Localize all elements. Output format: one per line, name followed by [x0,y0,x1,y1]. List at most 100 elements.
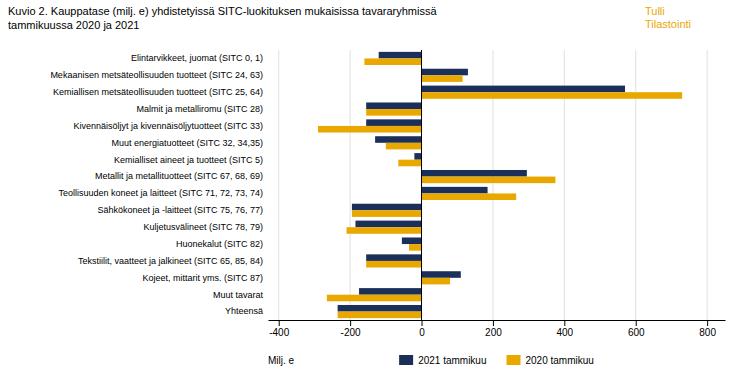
bar [366,261,421,268]
chart: Kuvio 2. Kauppatase (milj. e) yhdistetyi… [0,0,737,378]
legend-swatch [507,355,521,365]
bar [422,271,461,278]
y-tick: Tekstiilit, vaatteet ja jalkineet (SITC … [78,256,263,266]
y-tick-label: Muut energiatuotteet (SITC 32, 34,35) [111,138,263,148]
bar [398,160,421,167]
grid-line [707,50,708,320]
x-tick-label: 0 [419,327,425,338]
legend-swatch [399,355,413,365]
bar [422,69,468,76]
bar [379,52,422,59]
legend-item: 2021 tammikuu [399,355,486,366]
grid-line [635,50,636,320]
bar [422,170,527,177]
y-tick: Sähkökoneet ja -laitteet (SITC 75, 76, 7… [97,205,263,215]
y-tick: Elintarvikkeet, juomat (SITC 0, 1) [131,53,263,63]
y-tick-label: Metallit ja metallituotteet (SITC 67, 68… [95,171,263,181]
y-tick: Kemiallisen metsäteollisuuden tuotteet (… [53,87,263,97]
bar [359,288,421,295]
y-tick-label: Malmit ja metalliromu (SITC 28) [136,104,263,114]
bar [352,204,422,211]
y-tick-label: Teollisuuden koneet ja laitteet (SITC 71… [58,188,263,198]
y-tick: Metallit ja metallituotteet (SITC 67, 68… [95,171,263,181]
plot: -400 -200 0 200 400 600 800 Elintarvikkeet, juo… [50,50,725,338]
bar [422,92,683,99]
bar [318,126,422,133]
bar [414,153,421,160]
x-tick-mark [493,320,494,326]
x-tick-label: -200 [341,327,361,338]
x-axis-line [269,320,726,321]
x-tick-mark [350,320,351,326]
x-tick: 800 [699,320,716,338]
legend-label: 2021 tammikuu [418,355,486,366]
x-tick-mark [279,320,280,326]
bar [366,119,421,126]
x-tick-label: 400 [556,327,573,338]
x-tick-label: 800 [699,327,716,338]
y-tick-label: Tekstiilit, vaatteet ja jalkineet (SITC … [78,256,263,266]
x-tick: -400 [269,320,289,338]
bar [355,221,421,228]
y-tick-label: Kojeet, mittarit yms. (SITC 87) [142,273,263,283]
series [318,58,682,318]
bar [422,187,488,194]
y-tick: Muut energiatuotteet (SITC 32, 34,35) [111,138,263,148]
x-tick: 400 [556,320,573,338]
bar [422,193,517,200]
x-tick: -200 [341,320,361,338]
grid-line [350,50,351,320]
subtitle: tammikuussa 2020 ja 2021 [8,19,139,31]
series [338,52,625,312]
x-tick-label: 600 [628,327,645,338]
y-tick: Mekaanisen metsäteollisuuden tuotteet (S… [50,70,263,80]
bar [327,295,422,302]
y-tick-label: Yhteensä [225,306,263,316]
x-tick-mark [707,320,708,326]
bar [366,102,421,109]
grid-line [278,50,279,320]
y-tick-label: Sähkökoneet ja -laitteet (SITC 75, 76, 7… [97,205,263,215]
bar [409,244,421,251]
y-tick-label: Muut tavarat [213,290,264,300]
y-tick-label: Kuljetusvälineet (SITC 78, 79) [143,222,263,232]
y-tick: Kemialliset aineet ja tuotteet (SITC 5) [114,155,263,165]
y-tick-label: Kivennäisöljyt ja kivennäisöljytuotteet … [73,121,263,131]
x-tick: 600 [628,320,645,338]
y-tick-label: Mekaanisen metsäteollisuuden tuotteet (S… [50,70,263,80]
x-tick-label: -400 [269,327,289,338]
bar [364,58,421,65]
y-tick: Muut tavarat [213,290,264,300]
y-tick: Teollisuuden koneet ja laitteet (SITC 71… [58,188,263,198]
bar [338,312,422,319]
legend: 2021 tammikuu 2020 tammikuu [399,355,594,366]
x-tick-mark [422,320,423,326]
annotation: Tulli [645,5,665,17]
x-tick-mark [564,320,565,326]
bar [366,109,421,116]
x-tick-mark [636,320,637,326]
bar [402,237,422,244]
bar [347,227,422,234]
bar [375,136,421,143]
y-tick-label: Elintarvikkeet, juomat (SITC 0, 1) [131,53,263,63]
annotation: Tilastointi [645,18,691,30]
y-tick-label: Huonekalut (SITC 82) [176,239,263,249]
y-tick: Malmit ja metalliromu (SITC 28) [136,104,263,114]
bar [352,210,422,217]
y-tick: Kuljetusvälineet (SITC 78, 79) [143,222,263,232]
zero-line [421,50,422,320]
x-tick: 200 [485,320,502,338]
x-tick: 0 [419,320,425,338]
legend-item: 2020 tammikuu [507,355,594,366]
legend-label: 2020 tammikuu [526,355,594,366]
bar [422,86,626,93]
y-tick: Kojeet, mittarit yms. (SITC 87) [142,273,263,283]
x-tick-label: 200 [485,327,502,338]
y-tick-label: Kemialliset aineet ja tuotteet (SITC 5) [114,155,263,165]
bar [422,278,451,285]
x-axis-label: Milj. e [268,355,295,366]
bar [422,75,463,82]
bar [386,143,422,150]
bar [338,305,422,312]
